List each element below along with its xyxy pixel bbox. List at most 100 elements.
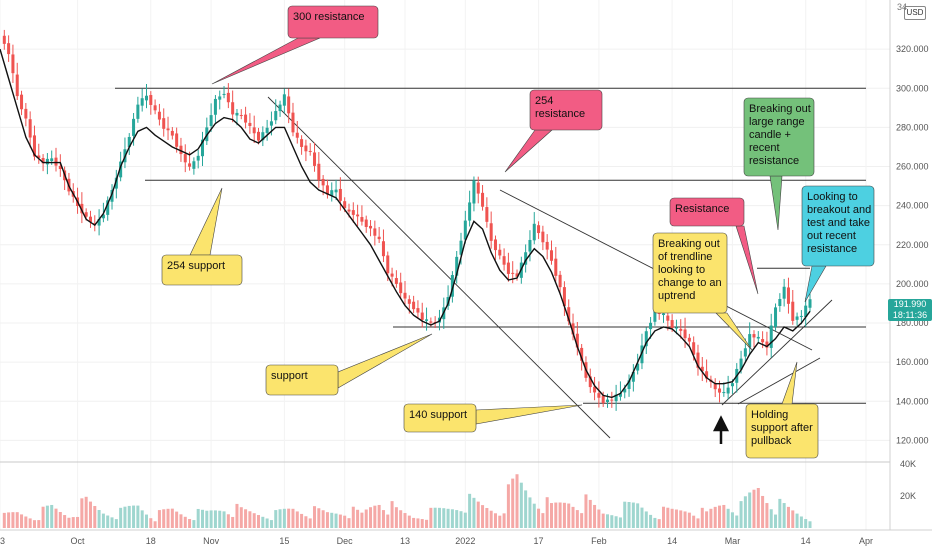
volume-bar — [313, 506, 317, 528]
volume-bar — [653, 517, 657, 528]
candle — [213, 95, 217, 123]
candle — [313, 142, 317, 172]
candle-body — [730, 383, 734, 387]
candle-body — [718, 388, 722, 393]
volume-bar — [360, 512, 364, 528]
callout-line: Holding — [751, 409, 788, 421]
candle-body — [110, 190, 114, 202]
volume-bar — [295, 511, 299, 528]
volume-bar — [605, 514, 610, 528]
candle — [588, 368, 592, 393]
candle-body — [28, 119, 32, 138]
candle-body — [218, 96, 222, 100]
candle-body — [399, 282, 403, 294]
candle — [420, 302, 424, 328]
annotation-callout: Breaking out of trendline looking to change… — [652, 232, 753, 351]
volume-bar — [200, 509, 205, 528]
candle-body — [132, 118, 136, 136]
candle-body — [282, 94, 286, 106]
volume-bar — [528, 497, 532, 528]
candle-body — [317, 163, 321, 181]
candle — [593, 376, 597, 401]
candle — [537, 221, 541, 239]
candle — [644, 327, 648, 354]
candle — [54, 147, 58, 172]
volume-bar — [765, 503, 769, 528]
candle — [317, 152, 321, 188]
candle-body — [257, 131, 261, 141]
volume-bar — [618, 517, 622, 528]
currency-badge[interactable]: USD — [904, 6, 926, 20]
volume-bar — [93, 506, 97, 528]
candle-body — [313, 152, 317, 166]
callout-text: Holding support after pullback — [751, 409, 813, 447]
candle — [791, 289, 795, 325]
volume-bar — [132, 505, 136, 528]
annotation-callout: Breaking out large range candle + recent res… — [743, 97, 815, 231]
candle-body — [528, 239, 532, 252]
volume-bar — [627, 502, 631, 528]
candle — [226, 83, 230, 109]
candle-body — [149, 95, 153, 105]
candle — [153, 99, 157, 115]
candle — [627, 374, 631, 397]
x-tick-label: 2022 — [455, 536, 475, 546]
volume-bar — [144, 514, 148, 528]
volume-bar — [394, 507, 398, 528]
volume-bar — [554, 502, 558, 528]
candle — [209, 103, 213, 132]
volume-bar — [761, 495, 765, 528]
volume-bar — [769, 509, 773, 528]
volume-bar — [722, 504, 726, 528]
candle-body — [356, 214, 360, 217]
candle-body — [631, 371, 635, 382]
volume-bar — [468, 493, 472, 528]
volume-bar — [88, 501, 92, 528]
callout-line: recent — [749, 142, 780, 154]
candle — [700, 357, 704, 382]
candle — [554, 246, 558, 282]
volume-bar — [170, 508, 174, 528]
candle — [481, 185, 485, 211]
volume-bar — [127, 505, 131, 528]
candle-body — [743, 348, 747, 357]
candle-body — [114, 177, 118, 189]
volume-bar — [28, 518, 32, 528]
volume-bar — [558, 502, 562, 528]
candle-body — [485, 207, 489, 222]
candle — [136, 96, 140, 123]
candle — [295, 120, 299, 144]
candle-body — [791, 301, 795, 321]
volume-bar — [588, 499, 592, 528]
candle — [15, 62, 19, 100]
volume-bar — [381, 510, 385, 528]
volume-bar — [403, 513, 407, 528]
candle-body — [369, 225, 373, 229]
y-tick-label: 180.000 — [896, 318, 929, 328]
candle — [106, 196, 110, 221]
volume-bar — [213, 510, 217, 528]
callout-box — [652, 232, 728, 314]
callout-line: 254 — [535, 95, 553, 107]
volume-bar — [343, 515, 347, 528]
annotation-callout: Holding support after pullback — [745, 361, 819, 459]
candle-body — [373, 228, 377, 236]
callout-line: Breaking out — [749, 103, 811, 115]
callout-line: test and take — [807, 217, 870, 229]
candle — [748, 322, 752, 356]
volume-bar — [752, 489, 756, 528]
callout-line: out recent — [807, 230, 856, 242]
candle — [549, 240, 553, 265]
candle — [144, 83, 148, 109]
candle — [416, 300, 420, 319]
volume-bar — [700, 507, 704, 528]
volume-bar — [778, 498, 782, 528]
volume-bar — [541, 513, 545, 528]
candle-body — [2, 35, 6, 44]
candle — [795, 312, 799, 326]
volume-bar — [317, 508, 321, 528]
volume-bar — [11, 512, 15, 528]
candle-body — [403, 292, 407, 299]
volume-bar — [162, 509, 166, 528]
candle — [493, 235, 497, 260]
